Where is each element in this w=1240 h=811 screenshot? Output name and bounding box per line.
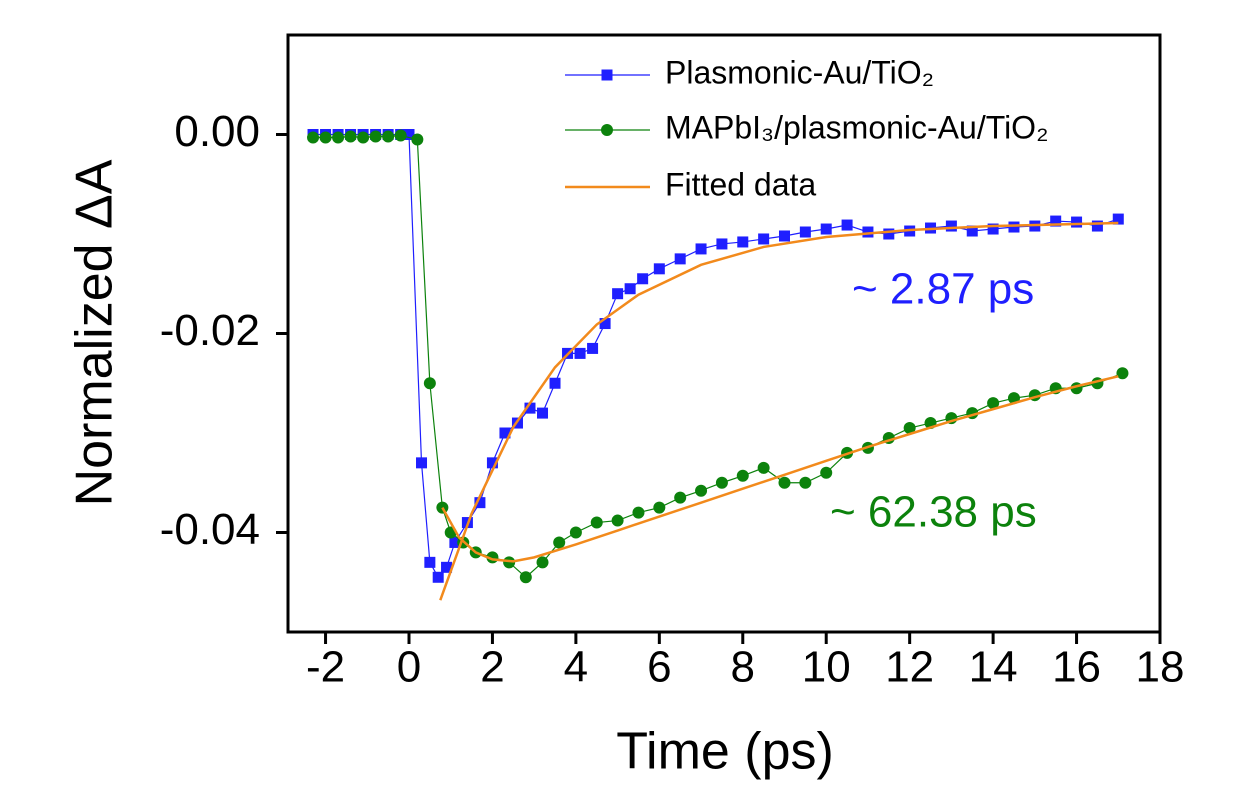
marker-square: [474, 497, 486, 509]
x-axis-label: Time (ps): [616, 723, 834, 781]
marker-circle: [1116, 367, 1129, 380]
marker-square: [637, 273, 649, 285]
marker-square: [987, 223, 999, 235]
marker-square: [432, 571, 444, 583]
marker-square: [1071, 216, 1083, 228]
y-tick-label: -0.02: [160, 306, 260, 355]
marker-square: [441, 561, 453, 573]
annotation: ~ 62.38 ps: [830, 488, 1037, 537]
x-tick-label: -2: [306, 643, 345, 692]
marker-square: [778, 230, 790, 242]
x-tick-label: 8: [731, 643, 755, 692]
legend-label: Plasmonic-Au/TiO₂: [665, 54, 934, 90]
marker-square: [403, 129, 415, 140]
x-tick-label: 0: [397, 643, 421, 692]
marker-square: [549, 377, 561, 389]
marker-circle: [332, 131, 345, 144]
marker-square: [416, 457, 428, 469]
marker-circle: [411, 133, 424, 146]
marker-square: [599, 318, 611, 330]
annotation: ~ 2.87 ps: [852, 265, 1034, 314]
marker-square: [945, 220, 957, 232]
marker-square: [737, 236, 749, 248]
y-tick-label: 0.00: [174, 107, 260, 156]
marker-circle: [369, 130, 382, 143]
marker-circle: [519, 571, 532, 584]
marker-square: [862, 226, 874, 238]
marker-circle: [736, 469, 749, 482]
marker-circle: [394, 129, 407, 142]
marker-square: [574, 347, 586, 359]
x-tick-label: 2: [480, 643, 504, 692]
marker-square: [966, 225, 978, 237]
marker-circle: [695, 484, 708, 497]
x-tick-label: 18: [1136, 643, 1185, 692]
marker-square: [1050, 215, 1062, 227]
marker-square: [653, 263, 665, 275]
marker-circle: [601, 124, 613, 136]
marker-circle: [820, 466, 833, 479]
marker-circle: [715, 476, 728, 489]
marker-square: [524, 402, 536, 414]
marker-square: [758, 233, 770, 245]
marker-square: [537, 407, 549, 419]
marker-circle: [987, 397, 1000, 410]
marker-circle: [319, 131, 332, 144]
marker-square: [624, 283, 636, 295]
marker-circle: [611, 514, 624, 527]
marker-square: [883, 228, 895, 240]
fit-line: [441, 375, 1119, 563]
x-tick-label: 4: [564, 643, 588, 692]
marker-circle: [553, 536, 566, 549]
marker-square: [674, 253, 686, 265]
legend-label: Fitted data: [665, 166, 816, 202]
marker-circle: [632, 506, 645, 519]
series-line: [313, 133, 1119, 579]
marker-square: [424, 556, 436, 568]
marker-circle: [590, 516, 603, 529]
legend-label: MAPbI₃/plasmonic-Au/TiO₂: [665, 109, 1048, 145]
marker-circle: [757, 461, 770, 474]
marker-square: [820, 223, 832, 235]
marker-square: [486, 457, 498, 469]
x-tick-label: 12: [885, 643, 934, 692]
marker-square: [1008, 221, 1020, 233]
marker-square: [449, 536, 461, 548]
x-tick-label: 14: [969, 643, 1018, 692]
marker-circle: [778, 476, 791, 489]
marker-circle: [357, 131, 370, 144]
marker-square: [612, 288, 624, 300]
marker-circle: [653, 501, 666, 514]
marker-circle: [382, 130, 395, 143]
marker-circle: [569, 526, 582, 539]
marker-circle: [903, 422, 916, 435]
marker-square: [799, 226, 811, 238]
y-axis-label: Normalized ΔA: [66, 159, 124, 506]
marker-circle: [799, 476, 812, 489]
x-tick-label: 6: [647, 643, 671, 692]
series-line: [313, 134, 1123, 579]
marker-circle: [307, 131, 320, 144]
marker-square: [841, 219, 853, 231]
marker-square: [1091, 220, 1103, 232]
fit-line: [439, 221, 1119, 601]
marker-circle: [536, 556, 549, 569]
marker-square: [716, 238, 728, 250]
marker-circle: [344, 130, 357, 143]
marker-circle: [674, 491, 687, 504]
x-tick-label: 16: [1052, 643, 1101, 692]
marker-circle: [503, 556, 516, 569]
marker-square: [601, 69, 613, 81]
marker-circle: [423, 377, 436, 390]
marker-square: [499, 427, 511, 439]
marker-square: [1112, 213, 1124, 225]
marker-square: [695, 243, 707, 255]
y-tick-label: -0.04: [160, 505, 260, 554]
marker-square: [587, 342, 599, 354]
x-tick-label: 10: [802, 643, 851, 692]
